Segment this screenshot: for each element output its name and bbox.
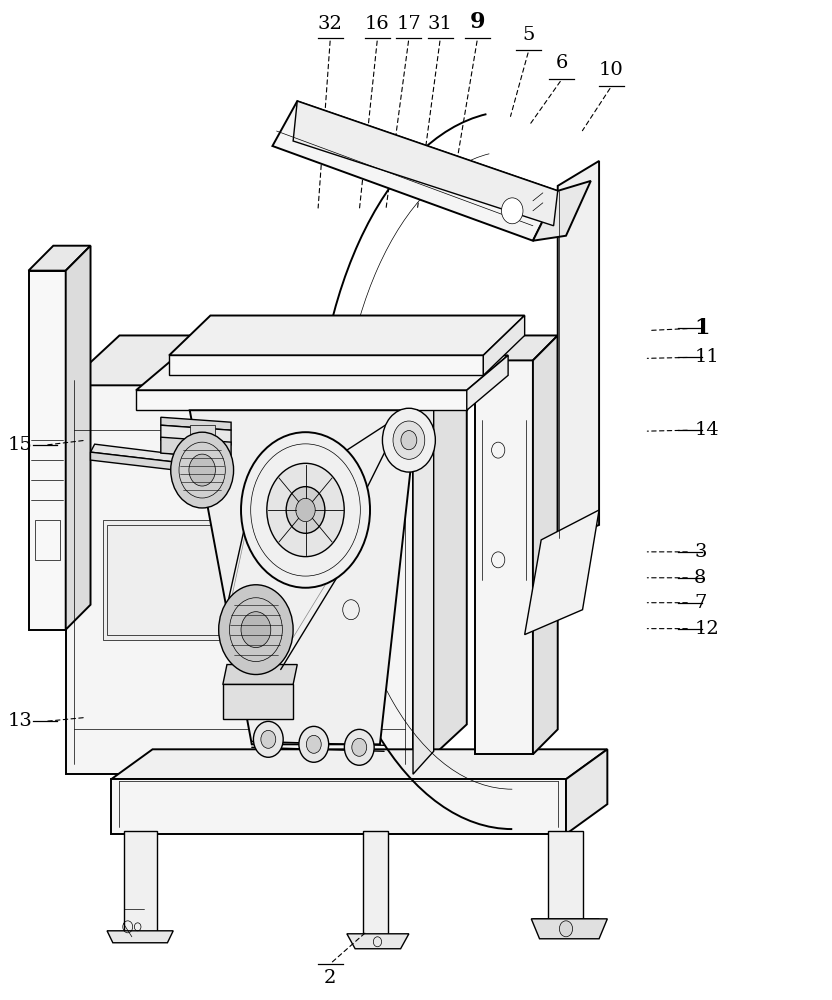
Text: 3: 3 xyxy=(694,543,706,561)
Text: 13: 13 xyxy=(7,712,32,730)
Polygon shape xyxy=(533,181,591,241)
Polygon shape xyxy=(532,919,607,939)
Text: 16: 16 xyxy=(365,15,390,33)
Polygon shape xyxy=(66,246,91,630)
Text: 8: 8 xyxy=(694,569,706,587)
Polygon shape xyxy=(169,316,525,355)
Text: 17: 17 xyxy=(397,15,421,33)
Circle shape xyxy=(401,431,417,450)
Polygon shape xyxy=(533,919,599,931)
Polygon shape xyxy=(161,417,231,430)
Polygon shape xyxy=(240,455,252,485)
Circle shape xyxy=(189,454,215,486)
Text: 1: 1 xyxy=(694,317,710,339)
Polygon shape xyxy=(483,316,525,375)
Polygon shape xyxy=(413,365,433,774)
Polygon shape xyxy=(161,425,231,445)
Polygon shape xyxy=(547,831,582,924)
Bar xyxy=(252,337,285,352)
Text: 7: 7 xyxy=(694,594,706,612)
Polygon shape xyxy=(91,444,248,470)
Text: 15: 15 xyxy=(7,436,32,454)
Polygon shape xyxy=(136,355,508,390)
Polygon shape xyxy=(525,510,599,635)
Text: 12: 12 xyxy=(694,620,719,638)
Circle shape xyxy=(267,463,344,557)
Circle shape xyxy=(383,408,435,472)
Polygon shape xyxy=(467,355,508,410)
Polygon shape xyxy=(533,335,557,754)
Circle shape xyxy=(171,432,234,508)
Polygon shape xyxy=(161,437,231,458)
Polygon shape xyxy=(190,425,215,445)
Text: 2: 2 xyxy=(324,969,336,987)
Circle shape xyxy=(393,421,425,459)
Text: 32: 32 xyxy=(318,15,343,33)
Polygon shape xyxy=(475,360,533,754)
Circle shape xyxy=(344,729,374,765)
Polygon shape xyxy=(66,335,467,385)
Circle shape xyxy=(219,585,293,675)
Polygon shape xyxy=(136,390,467,410)
Polygon shape xyxy=(347,934,409,949)
Circle shape xyxy=(296,498,315,522)
Text: 9: 9 xyxy=(470,11,485,33)
Polygon shape xyxy=(557,161,599,542)
Bar xyxy=(318,337,351,352)
Bar xyxy=(35,520,60,560)
Circle shape xyxy=(254,721,283,757)
Circle shape xyxy=(241,612,270,648)
Polygon shape xyxy=(169,355,483,375)
Polygon shape xyxy=(293,101,557,226)
Circle shape xyxy=(299,726,329,762)
Polygon shape xyxy=(107,931,173,943)
Bar xyxy=(107,525,231,635)
Polygon shape xyxy=(364,831,389,939)
Polygon shape xyxy=(223,665,297,684)
Text: 14: 14 xyxy=(694,421,719,439)
Text: 31: 31 xyxy=(428,15,453,33)
Polygon shape xyxy=(272,101,557,241)
Text: 6: 6 xyxy=(556,54,568,72)
Text: 11: 11 xyxy=(694,348,719,366)
Circle shape xyxy=(306,735,321,753)
Polygon shape xyxy=(66,385,413,774)
Text: 10: 10 xyxy=(599,61,624,79)
Polygon shape xyxy=(223,684,293,719)
Polygon shape xyxy=(190,410,417,744)
Polygon shape xyxy=(28,271,66,630)
Text: 5: 5 xyxy=(522,26,535,44)
Polygon shape xyxy=(28,246,91,271)
Polygon shape xyxy=(566,749,607,834)
Circle shape xyxy=(502,198,523,224)
Circle shape xyxy=(352,738,367,756)
Polygon shape xyxy=(91,452,244,478)
Bar xyxy=(103,520,235,640)
Circle shape xyxy=(261,730,275,748)
Circle shape xyxy=(241,432,370,588)
Polygon shape xyxy=(475,335,557,360)
Polygon shape xyxy=(124,831,156,934)
Polygon shape xyxy=(111,749,607,779)
Polygon shape xyxy=(413,335,467,774)
Circle shape xyxy=(286,487,324,533)
Polygon shape xyxy=(111,779,566,834)
Circle shape xyxy=(559,921,572,937)
